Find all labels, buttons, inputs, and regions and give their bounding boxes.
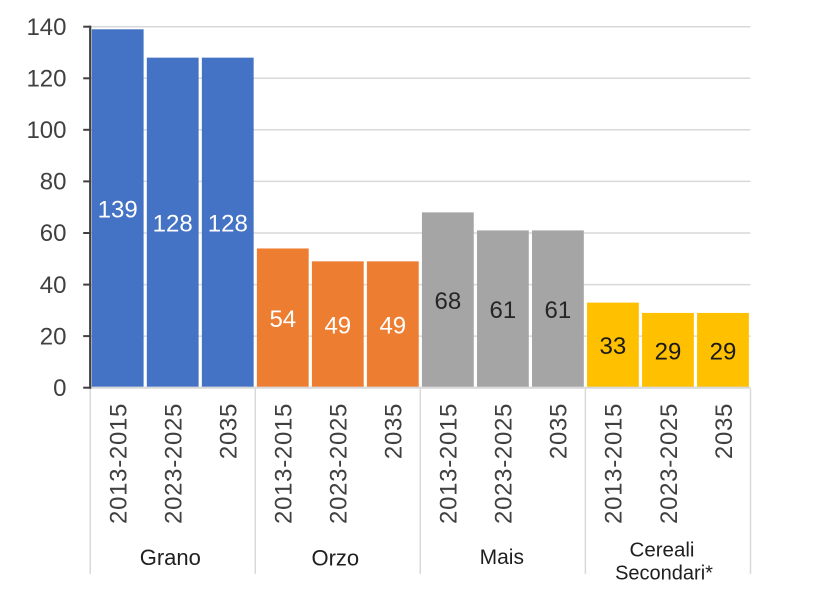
svg-text:Orzo: Orzo xyxy=(311,546,359,571)
svg-text:2035: 2035 xyxy=(216,403,243,459)
svg-text:68: 68 xyxy=(435,288,462,315)
svg-text:2035: 2035 xyxy=(381,403,408,459)
svg-text:40: 40 xyxy=(40,272,67,299)
svg-text:80: 80 xyxy=(40,169,67,196)
svg-text:2035: 2035 xyxy=(546,403,573,459)
svg-text:120: 120 xyxy=(26,66,66,93)
svg-text:2035: 2035 xyxy=(711,403,738,459)
svg-text:Secondari*: Secondari* xyxy=(615,563,713,585)
svg-text:0: 0 xyxy=(53,375,66,402)
svg-text:49: 49 xyxy=(324,313,351,340)
svg-text:29: 29 xyxy=(655,338,682,365)
svg-text:2013-2015: 2013-2015 xyxy=(271,403,298,524)
svg-text:2023-2025: 2023-2025 xyxy=(326,403,353,524)
svg-text:2023-2025: 2023-2025 xyxy=(491,403,518,524)
svg-text:54: 54 xyxy=(269,306,296,333)
svg-text:139: 139 xyxy=(98,197,138,224)
svg-text:60: 60 xyxy=(40,220,67,247)
svg-text:61: 61 xyxy=(490,297,517,324)
svg-text:2013-2015: 2013-2015 xyxy=(106,403,133,524)
svg-text:2013-2015: 2013-2015 xyxy=(436,403,463,524)
svg-text:20: 20 xyxy=(40,323,67,350)
svg-text:29: 29 xyxy=(710,338,737,365)
svg-text:Cereali: Cereali xyxy=(630,539,695,562)
svg-text:2023-2025: 2023-2025 xyxy=(161,403,188,524)
svg-text:61: 61 xyxy=(545,297,572,324)
svg-text:Grano: Grano xyxy=(140,545,201,570)
svg-text:2023-2025: 2023-2025 xyxy=(656,403,683,524)
svg-text:140: 140 xyxy=(26,14,66,41)
svg-text:128: 128 xyxy=(208,211,248,238)
svg-text:128: 128 xyxy=(153,211,193,238)
svg-text:33: 33 xyxy=(600,333,627,360)
svg-text:2013-2015: 2013-2015 xyxy=(601,403,628,524)
svg-text:49: 49 xyxy=(379,313,406,340)
svg-text:100: 100 xyxy=(26,117,66,144)
svg-text:Mais: Mais xyxy=(480,546,524,569)
